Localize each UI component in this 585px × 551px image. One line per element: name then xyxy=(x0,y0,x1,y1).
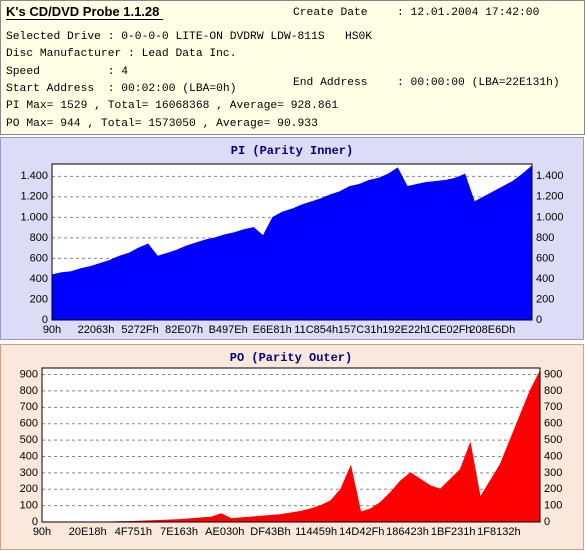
y2-tick-label: 700 xyxy=(544,401,562,413)
info-line: PO Max= 944 , Total= 1573050 , Average= … xyxy=(6,117,318,130)
pi-chart: PI (Parity Inner) 0 0 200 200 400 400 600 600 800… xyxy=(0,137,584,340)
y2-tick-label: 1.000 xyxy=(536,211,564,223)
x-tick-label: 5272Fh xyxy=(121,324,158,336)
y2-tick-label: 600 xyxy=(544,418,562,430)
x-tick-label: 114459h xyxy=(295,526,337,538)
plot-frame xyxy=(41,367,541,523)
area xyxy=(51,164,533,321)
x-tick-label: B497Eh xyxy=(209,324,248,336)
plot-frame xyxy=(51,163,533,321)
y-tick-label: 600 xyxy=(20,418,38,430)
x-tick-label: 4F751h xyxy=(115,526,152,538)
x-tick-label: 7E163h xyxy=(160,526,198,538)
y2-tick-label: 500 xyxy=(544,434,562,446)
y2-tick-label: 1.400 xyxy=(536,170,564,182)
y-tick-label: 600 xyxy=(30,252,48,264)
x-tick-label: DF43Bh xyxy=(250,526,290,538)
y2-tick-label: 0 xyxy=(544,516,550,528)
y2-tick-label: 100 xyxy=(544,500,562,512)
x-tick-label: E6E81h xyxy=(253,324,292,336)
y-tick-label: 200 xyxy=(20,483,38,495)
y2-tick-label: 200 xyxy=(544,483,562,495)
y-tick-label: 1.400 xyxy=(20,170,48,182)
y-tick-label: 800 xyxy=(20,385,38,397)
create-date-label: Create Date xyxy=(293,7,368,19)
info-line: Start Address : 00:02:00 (LBA=0h) xyxy=(6,82,237,95)
x-tick-label: AE030h xyxy=(205,526,244,538)
y-tick-label: 0 xyxy=(42,314,48,326)
y2-tick-label: 300 xyxy=(544,467,562,479)
y-tick-label: 900 xyxy=(20,368,38,380)
app-title: K's CD/DVD Probe 1.1.28 xyxy=(6,4,164,20)
y-tick-label: 100 xyxy=(20,500,38,512)
x-tick-label: 20E18h xyxy=(69,526,107,538)
x-tick-label: 208E6Dh xyxy=(469,324,515,336)
y-tick-label: 800 xyxy=(30,232,48,244)
y2-tick-label: 600 xyxy=(536,252,554,264)
y2-tick-label: 0 xyxy=(536,314,542,326)
info-line: PI Max= 1529 , Total= 16068368 , Average… xyxy=(6,100,339,113)
info-line: Selected Drive : 0-0-0-0 LITE-ON DVDRW L… xyxy=(6,31,373,43)
x-tick-label: 1F8132h xyxy=(477,526,520,538)
x-tick-label: 90h xyxy=(33,526,51,538)
x-tick-label: 22063h xyxy=(78,324,115,336)
info-line: Speed : 4 xyxy=(6,65,129,78)
y-tick-label: 400 xyxy=(20,450,38,462)
y2-tick-label: 200 xyxy=(536,293,554,305)
x-tick-label: 192E22h xyxy=(382,324,426,336)
chart-title: PO (Parity Outer) xyxy=(230,351,352,365)
y-tick-label: 1.000 xyxy=(20,211,48,223)
end-address: : 00:00:00 (LBA=22E131h) xyxy=(397,77,560,89)
x-tick-label: 14D42Fh xyxy=(339,526,384,538)
y-tick-label: 300 xyxy=(20,467,38,479)
info-panel: K's CD/DVD Probe 1.1.28 Create Date : 12… xyxy=(0,0,585,135)
y2-tick-label: 900 xyxy=(544,368,562,380)
x-tick-label: 1CE02Fh xyxy=(425,324,471,336)
y-tick-label: 700 xyxy=(20,401,38,413)
y-tick-label: 1.200 xyxy=(20,191,48,203)
x-tick-label: 157C31h xyxy=(338,324,383,336)
chart-title: PI (Parity Inner) xyxy=(231,144,353,158)
y2-tick-label: 800 xyxy=(536,232,554,244)
y-tick-label: 200 xyxy=(30,293,48,305)
y2-tick-label: 400 xyxy=(536,273,554,285)
y-tick-label: 400 xyxy=(30,273,48,285)
y2-tick-label: 400 xyxy=(544,450,562,462)
y-tick-label: 500 xyxy=(20,434,38,446)
y2-tick-label: 800 xyxy=(544,385,562,397)
x-tick-label: 186423h xyxy=(386,526,429,538)
y2-tick-label: 1.200 xyxy=(536,191,564,203)
x-tick-label: 82E07h xyxy=(165,324,203,336)
y-tick-label: 0 xyxy=(32,516,38,528)
x-tick-label: 1BF231h xyxy=(431,526,476,538)
po-chart: PO (Parity Outer) 0 0 100 100 200 200 300 300 400… xyxy=(0,344,584,550)
x-tick-label: 90h xyxy=(43,324,61,336)
create-date: : 12.01.2004 17:42:00 xyxy=(397,7,540,19)
end-address-label: End Address xyxy=(293,77,368,89)
info-line: Disc Manufacturer : Lead Data Inc. xyxy=(6,48,237,61)
x-tick-label: 11C854h xyxy=(294,324,338,336)
